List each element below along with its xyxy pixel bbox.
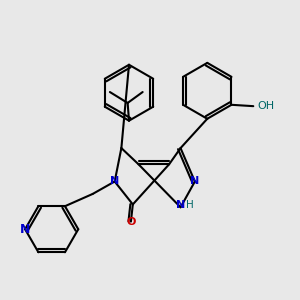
Text: H: H — [186, 200, 194, 209]
Text: N: N — [110, 176, 119, 187]
Text: N: N — [190, 176, 200, 187]
Text: N: N — [20, 223, 30, 236]
Text: OH: OH — [257, 101, 274, 111]
Text: O: O — [126, 217, 136, 226]
Text: N: N — [176, 200, 185, 209]
